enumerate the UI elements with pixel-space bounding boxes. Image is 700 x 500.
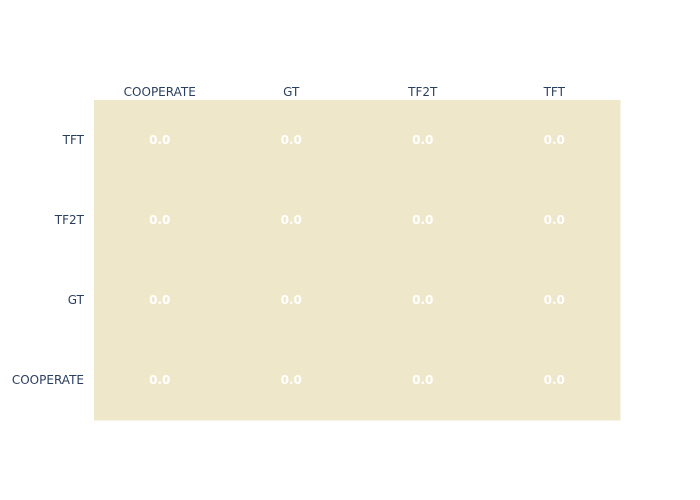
- heatmap-cell-label: 0.0: [544, 293, 565, 307]
- heatmap-cell-label: 0.0: [149, 373, 170, 387]
- heatmap-cell: [225, 100, 358, 181]
- heatmap-cell: [357, 260, 489, 341]
- heatmap-cell-label: 0.0: [149, 133, 170, 147]
- y-tick-label: GT: [68, 293, 85, 307]
- y-tick-label: TFT: [62, 133, 85, 147]
- heatmap-cell-label: 0.0: [544, 373, 565, 387]
- heatmap-cell: [225, 260, 358, 341]
- y-tick-label: COOPERATE: [12, 373, 84, 387]
- heatmap-cell-label: 0.0: [412, 293, 433, 307]
- heatmap-cell: [488, 100, 621, 181]
- heatmap-cell-label: 0.0: [412, 133, 433, 147]
- heatmap-cell-label: 0.0: [281, 373, 302, 387]
- heatmap-cell: [488, 340, 621, 421]
- heatmap-cell: [225, 340, 358, 421]
- heatmap-cell: [94, 260, 226, 341]
- heatmap-cell: [225, 180, 358, 261]
- heatmap-cell: [357, 100, 489, 181]
- heatmap-cell-label: 0.0: [412, 213, 433, 227]
- heatmap-cell-label: 0.0: [281, 293, 302, 307]
- heatmap-cell: [488, 180, 621, 261]
- x-tick-label: TF2T: [407, 85, 438, 99]
- heatmap-cell-labels: 0.0 0.0 0.0 0.0 0.0 0.0 0.0 0.0 0.0 0.0 0.0 0.0 0.0 0…: [149, 133, 565, 387]
- heatmap-cell: [94, 340, 226, 421]
- heatmap-cell-label: 0.0: [149, 293, 170, 307]
- heatmap-cell: [94, 180, 226, 261]
- heatmap-cell-label: 0.0: [544, 213, 565, 227]
- heatmap-cell: [357, 340, 489, 421]
- x-tick-label: TFT: [543, 85, 566, 99]
- y-axis-ticks: TFT TF2T GT COOPERATE: [12, 133, 85, 387]
- x-tick-label: COOPERATE: [124, 85, 196, 99]
- y-tick-label: TF2T: [54, 213, 85, 227]
- heatmap-cell-label: 0.0: [281, 213, 302, 227]
- heatmap-cell: [357, 180, 489, 261]
- heatmap-cell: [488, 260, 621, 341]
- heatmap-cell: [94, 100, 226, 181]
- heatmap-cell-label: 0.0: [544, 133, 565, 147]
- x-tick-label: GT: [283, 85, 300, 99]
- heatmap-cell-label: 0.0: [412, 373, 433, 387]
- heatmap-cells: [94, 100, 621, 421]
- x-axis-ticks: COOPERATE GT TF2T TFT: [124, 85, 566, 99]
- heatmap-cell-label: 0.0: [281, 133, 302, 147]
- heatmap-cell-label: 0.0: [149, 213, 170, 227]
